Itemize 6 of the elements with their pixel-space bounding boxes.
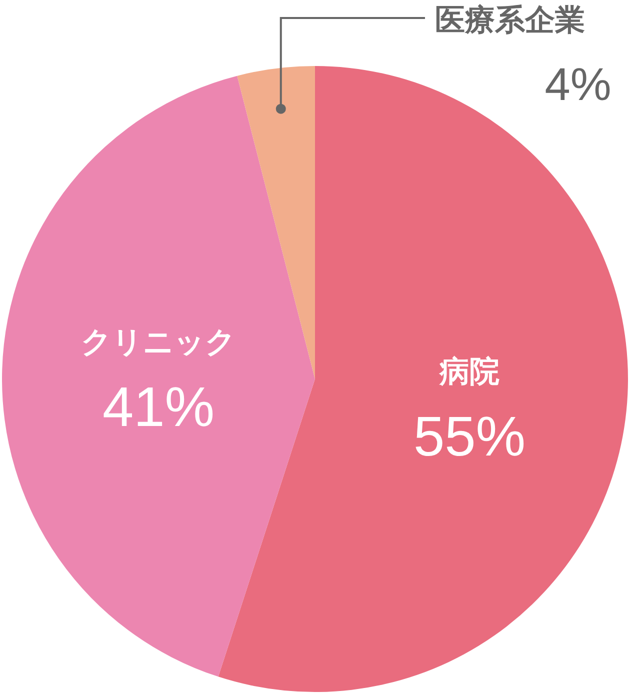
- data-label: 41%: [102, 375, 215, 438]
- slice-label: 病院: [438, 355, 500, 388]
- slice-label: 医療系企業: [435, 3, 585, 37]
- data-label: 4%: [544, 58, 612, 110]
- data-label: 55%: [414, 404, 526, 468]
- slice-label: クリニック: [81, 326, 236, 360]
